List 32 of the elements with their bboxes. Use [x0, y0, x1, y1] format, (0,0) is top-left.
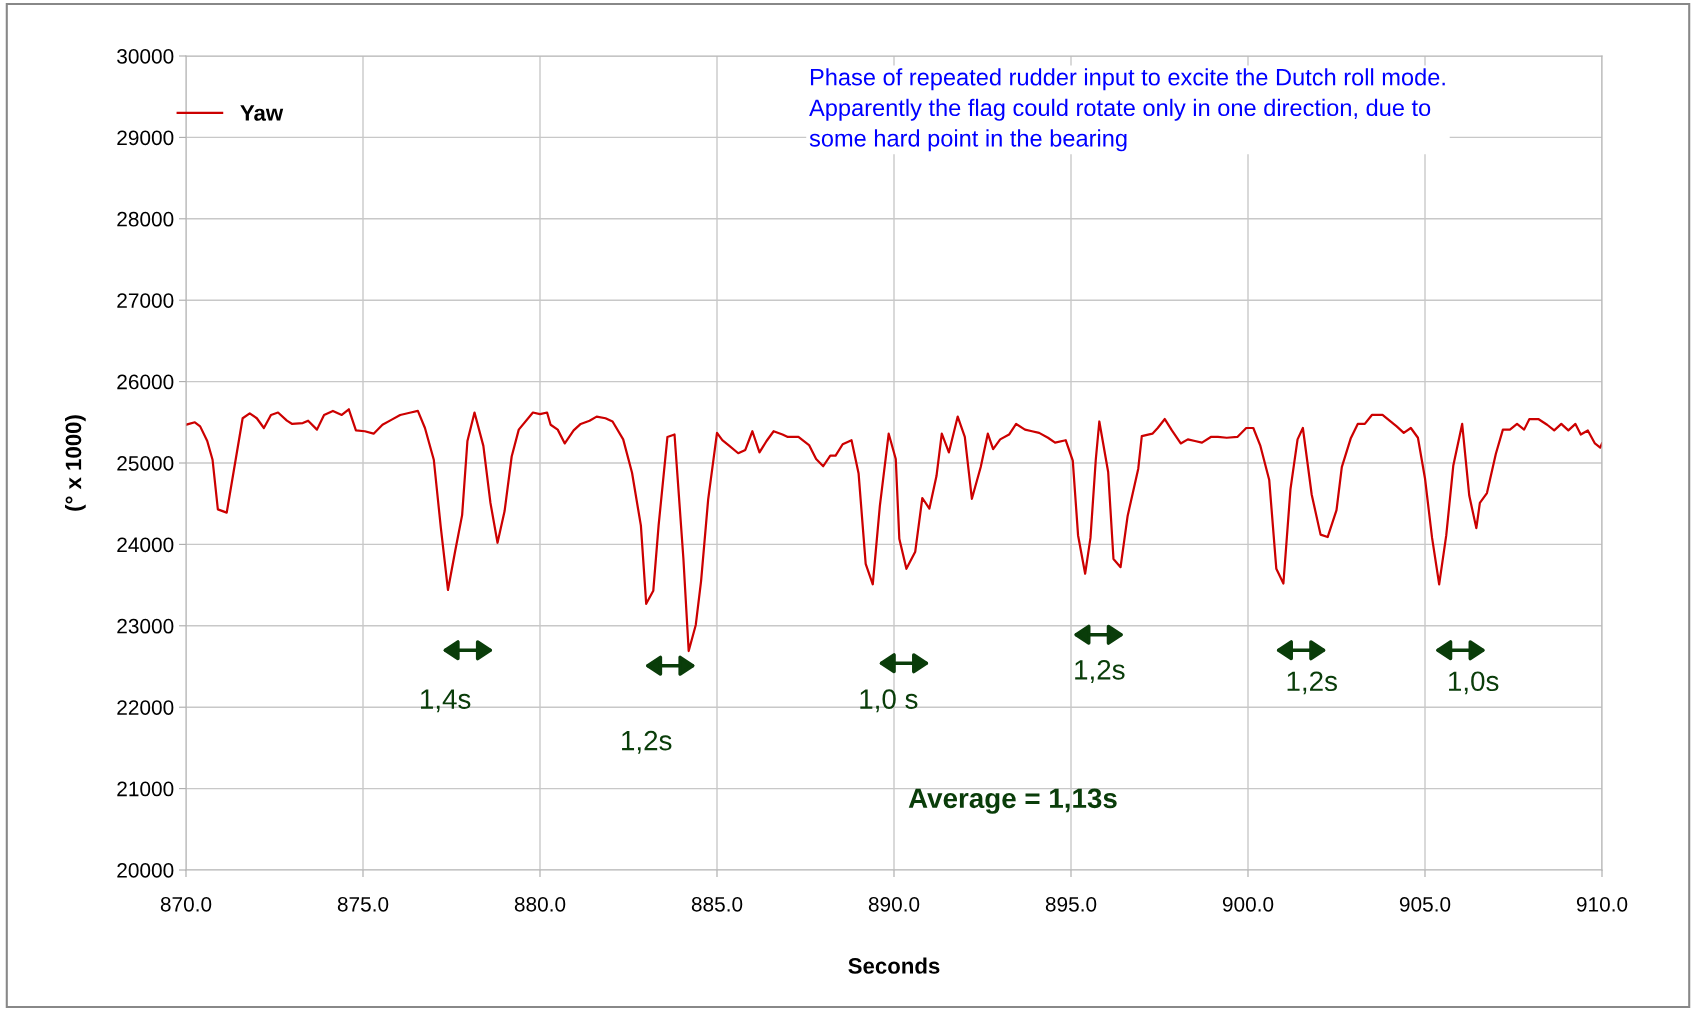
y-tick-label: 24000 — [117, 537, 174, 553]
y-tick-label: 23000 — [117, 618, 174, 634]
annotation: Average = 1,13s — [908, 788, 1117, 814]
x-tick-label: 910.0 — [1576, 896, 1628, 912]
y-tick-label: 26000 — [117, 374, 174, 390]
y-tick-label: 20000 — [117, 863, 174, 878]
legend-label: Yaw — [240, 105, 284, 121]
x-tick-label: 870.0 — [160, 896, 212, 912]
y-tick-label: 22000 — [117, 700, 174, 715]
annotation: 1,2s — [1075, 659, 1125, 683]
x-axis-title: Seconds — [848, 957, 940, 974]
y-tick-label: 25000 — [117, 456, 174, 471]
annotation: 1,0s — [1449, 671, 1499, 695]
y-tick-label: 21000 — [117, 781, 174, 797]
x-tick-label: 880.0 — [514, 896, 566, 912]
x-tick-label: 890.0 — [868, 896, 920, 912]
x-tick-label: 875.0 — [337, 896, 389, 912]
x-tick-label: 900.0 — [1222, 896, 1274, 912]
annotation: Phase of repeated rudder input to excite the Dutch roll mode. Apparently the flag could rotate only in one direction, due to some hard point in the bearing — [809, 68, 1445, 152]
annotation: 1,2s — [622, 730, 672, 754]
x-tick-label: 905.0 — [1399, 896, 1451, 912]
y-tick-label: 27000 — [117, 293, 174, 308]
annotation: 1,2s — [1287, 671, 1337, 695]
y-tick-label: 29000 — [117, 130, 174, 146]
x-tick-label: 895.0 — [1045, 896, 1097, 912]
annotation: 1,0 s — [860, 689, 918, 713]
y-axis-title: (° x 1000) — [65, 415, 86, 511]
x-tick-label: 885.0 — [691, 896, 743, 912]
y-tick-label: 28000 — [117, 211, 174, 227]
line-series — [186, 408, 1602, 653]
y-tick-label: 30000 — [117, 49, 174, 64]
annotation: 1,4s — [421, 689, 471, 713]
